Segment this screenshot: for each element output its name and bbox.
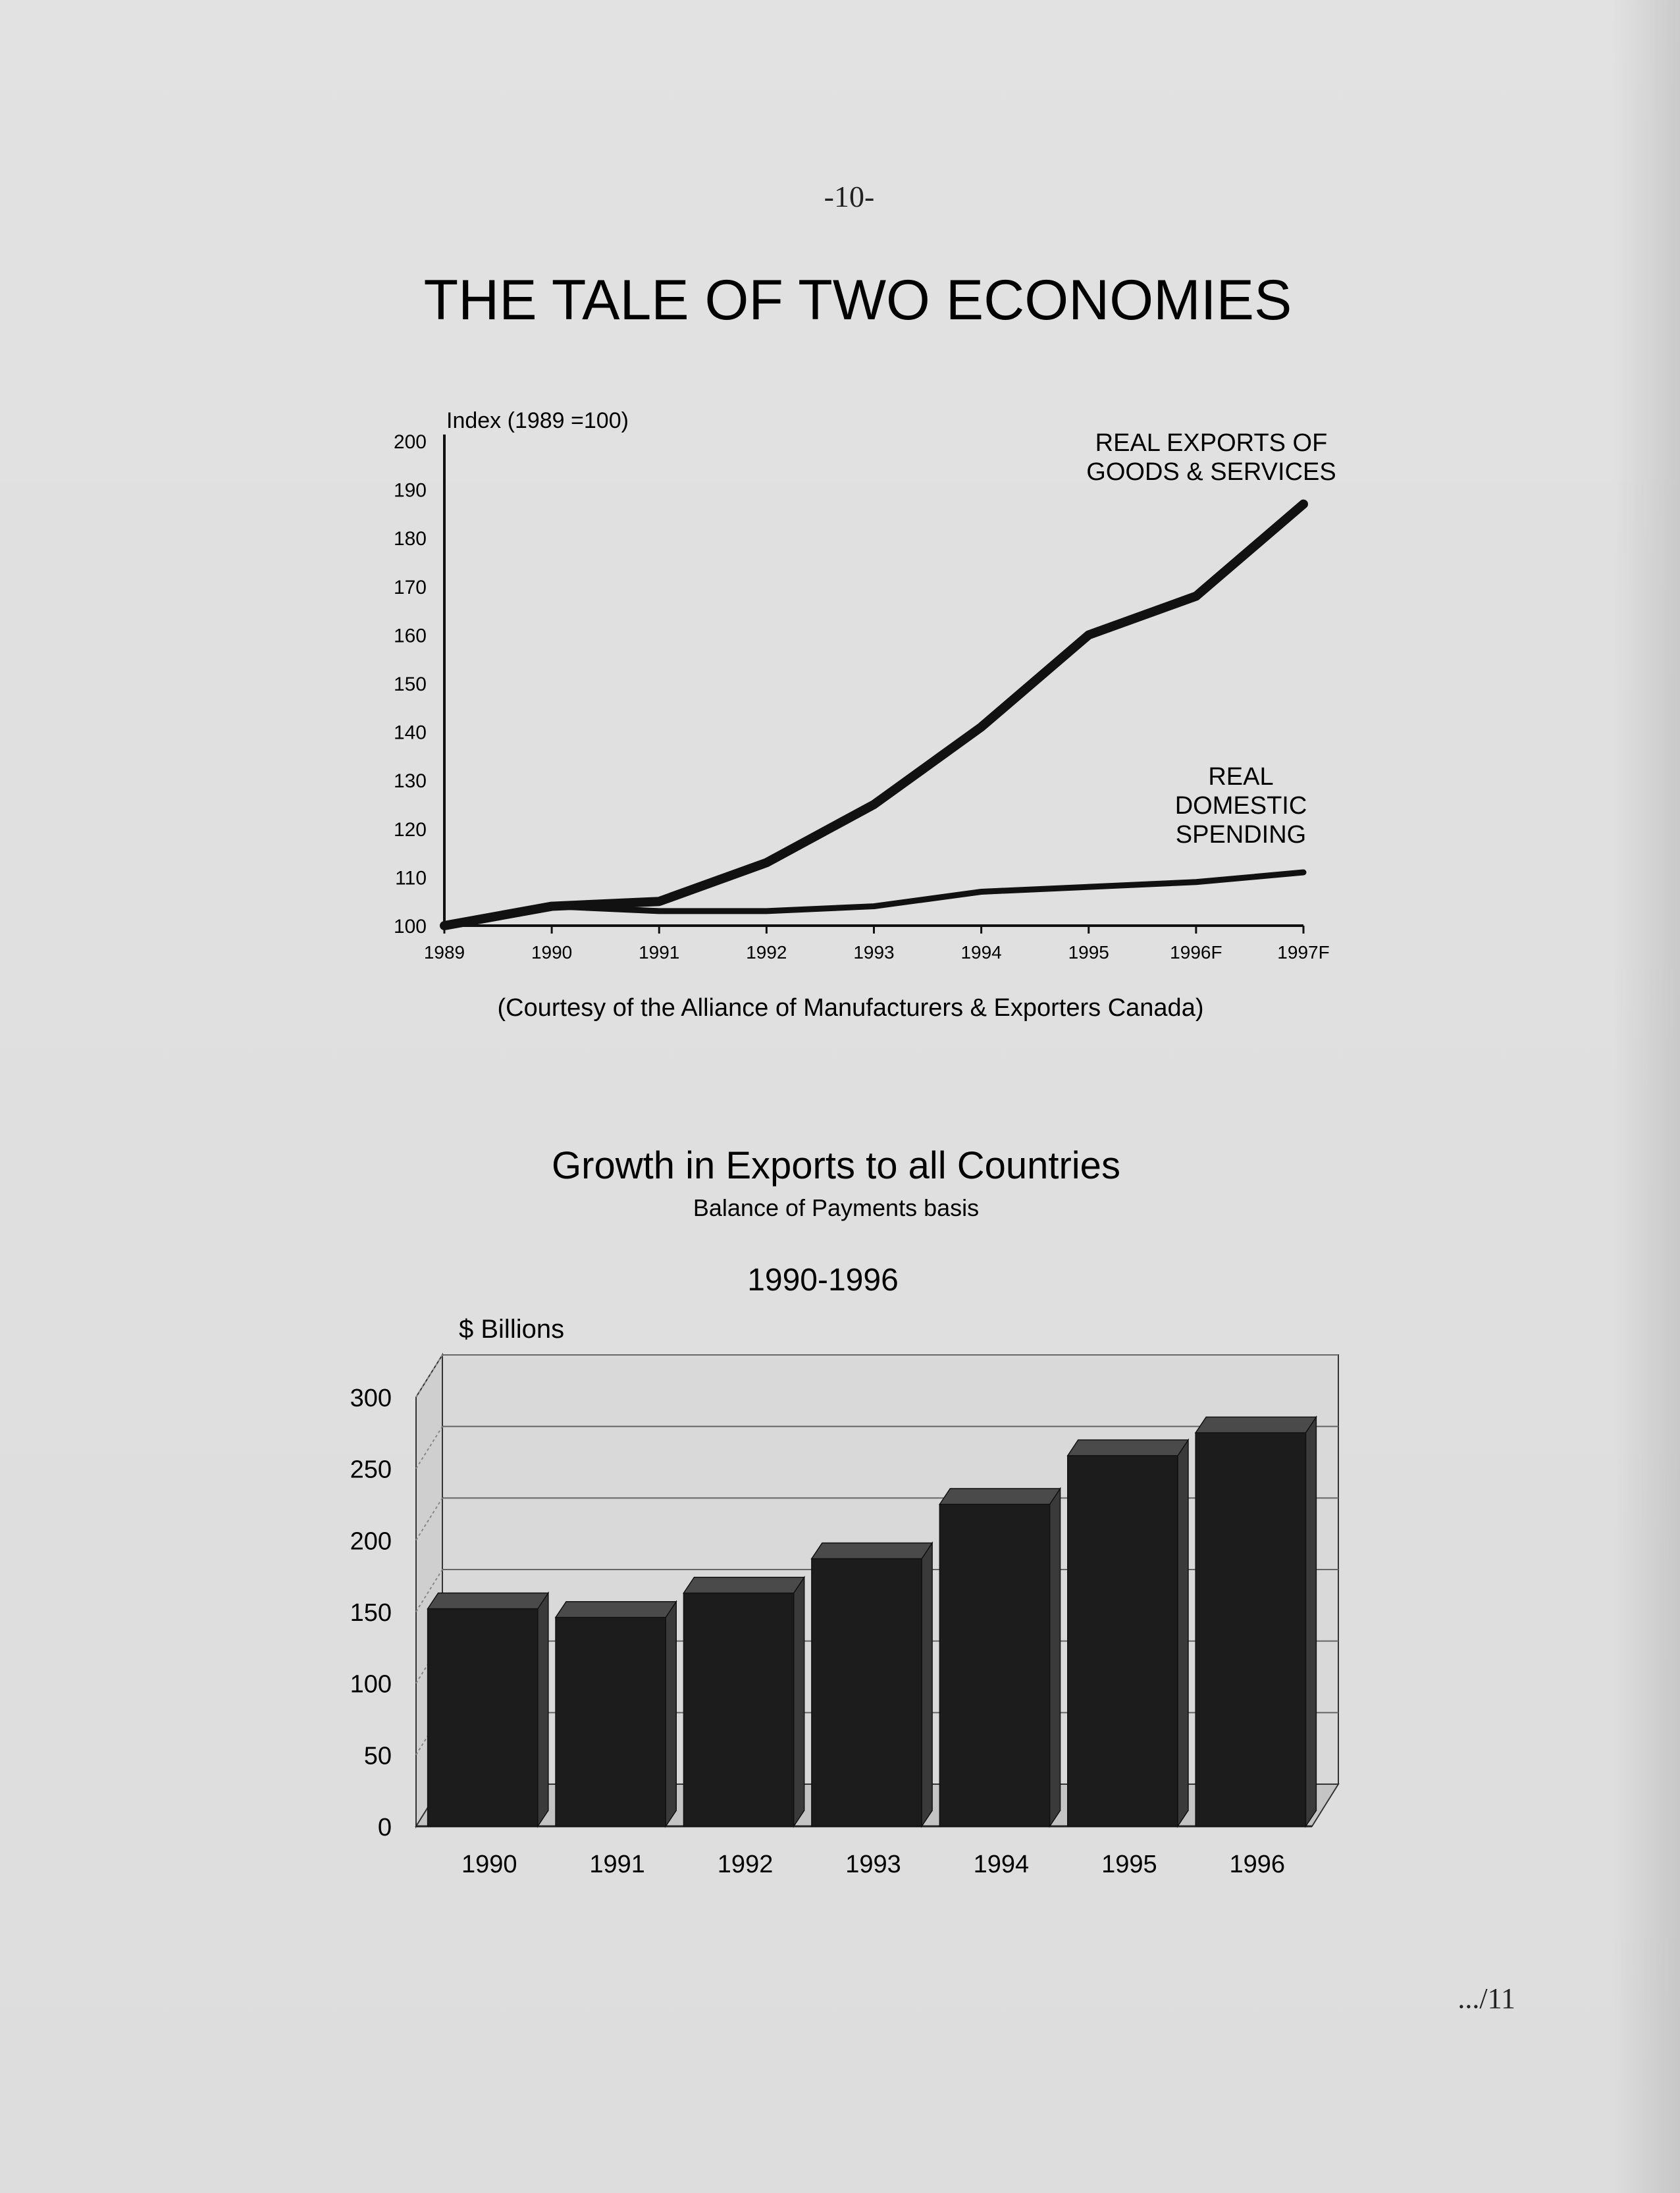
bar-x-tick-label-1996: 1996 <box>1230 1851 1286 1878</box>
x-tick-label-1996F: 1996F <box>1170 942 1222 963</box>
bar-y-tick-label-0: 0 <box>378 1814 392 1841</box>
bar-y-tick-label-250: 250 <box>350 1456 392 1484</box>
bar-chart-title: Growth in Exports to all Countries <box>552 1144 1120 1187</box>
bar-chart-bars <box>427 1415 1317 1828</box>
y-tick-label-200: 200 <box>394 431 427 453</box>
y-tick-label-170: 170 <box>394 577 427 598</box>
line-chart-series <box>440 499 1308 930</box>
x-tick-label-1991: 1991 <box>639 942 679 963</box>
series-line-real-exports <box>440 499 1308 930</box>
gridline-side-100 <box>415 1641 443 1684</box>
bar-1996 <box>1194 1415 1317 1828</box>
bar-x-tick-label-1995: 1995 <box>1101 1851 1157 1878</box>
gridline-side-200 <box>415 1497 443 1541</box>
bar-x-tick-label-1990: 1990 <box>461 1851 517 1878</box>
gridline-side-150 <box>415 1569 443 1612</box>
line-chart-y-ticks: 100 110 120 130 140 150 160 170 180 190 200 <box>394 431 427 938</box>
bar-1993 <box>810 1541 933 1828</box>
bar-y-tick-label-100: 100 <box>350 1671 392 1699</box>
y-tick-label-140: 140 <box>394 722 427 744</box>
y-tick-label-110: 110 <box>395 867 427 889</box>
bar-1992 <box>683 1575 806 1828</box>
x-tick-label-1989: 1989 <box>424 942 465 963</box>
bar-chart-3d-frame <box>415 1352 1340 1829</box>
y-tick-label-130: 130 <box>394 770 427 792</box>
y-tick-label-180: 180 <box>394 528 427 550</box>
left-wall <box>415 1352 443 1829</box>
bar-1995 <box>1066 1438 1190 1828</box>
gridline-side-50 <box>415 1712 443 1755</box>
series-label-1: REAL DOMESTIC SPENDING <box>1175 763 1307 849</box>
bar-1994 <box>938 1487 1061 1828</box>
y-tick-label-150: 150 <box>394 674 427 695</box>
bar-x-tick-label-1993: 1993 <box>845 1851 901 1878</box>
line-chart-source-note: (Courtesy of the Alliance of Manufacture… <box>498 994 1204 1022</box>
line-chart: THE TALE OF TWO ECONOMIES Index (1989 =1… <box>394 269 1336 1022</box>
series-label-0: REAL EXPORTS OF GOODS & SERVICES <box>1086 429 1336 486</box>
bar-1990 <box>427 1591 550 1828</box>
bar-chart-gridlines <box>415 1354 1338 1755</box>
x-tick-label-1992: 1992 <box>746 942 787 963</box>
y-tick-label-160: 160 <box>394 625 427 647</box>
bar-chart-period: 1990-1996 <box>747 1263 899 1298</box>
floor <box>415 1783 1340 1827</box>
line-chart-x-ticks: 1989 1990 1991 1992 1993 1994 1995 1996F 1997F <box>424 926 1330 963</box>
y-tick-label-120: 120 <box>394 819 427 841</box>
gridline-side-300 <box>415 1354 443 1398</box>
bar-chart-y-axis-label: $ Billions <box>459 1315 564 1344</box>
bar-y-tick-label-150: 150 <box>350 1599 392 1627</box>
bar-y-tick-label-300: 300 <box>350 1385 392 1412</box>
line-chart-title: THE TALE OF TWO ECONOMIES <box>424 269 1292 332</box>
gridline-side-250 <box>415 1426 443 1469</box>
bar-chart-x-ticks: 1990 1991 1992 1993 1994 1995 1996 <box>461 1851 1285 1878</box>
series-line-real-domestic-spending <box>441 869 1307 929</box>
y-tick-label-100: 100 <box>394 916 427 938</box>
x-tick-label-1990: 1990 <box>531 942 572 963</box>
line-chart-series-labels: REAL EXPORTS OF GOODS & SERVICES REAL DOMES… <box>1086 429 1336 849</box>
bar-x-tick-label-1992: 1992 <box>718 1851 774 1878</box>
x-tick-label-1995: 1995 <box>1068 942 1109 963</box>
bar-x-tick-label-1994: 1994 <box>974 1851 1030 1878</box>
bar-chart-subtitle: Balance of Payments basis <box>693 1194 979 1221</box>
bar-x-tick-label-1991: 1991 <box>589 1851 645 1878</box>
bar-y-tick-label-50: 50 <box>364 1742 392 1770</box>
x-tick-label-1994: 1994 <box>960 942 1001 963</box>
line-chart-y-axis-label: Index (1989 =100) <box>446 408 629 433</box>
x-tick-label-1993: 1993 <box>853 942 894 963</box>
y-tick-label-190: 190 <box>394 480 427 502</box>
next-page-marker: .../11 <box>1457 1982 1515 2015</box>
bar-y-tick-label-200: 200 <box>350 1527 392 1555</box>
bar-chart-y-ticks: 0 50 100 150 200 250 300 <box>350 1385 392 1841</box>
page-number: -10- <box>824 180 875 213</box>
x-tick-label-1997F: 1997F <box>1277 942 1329 963</box>
bar-1991 <box>554 1600 677 1828</box>
back-wall <box>442 1354 1339 1785</box>
